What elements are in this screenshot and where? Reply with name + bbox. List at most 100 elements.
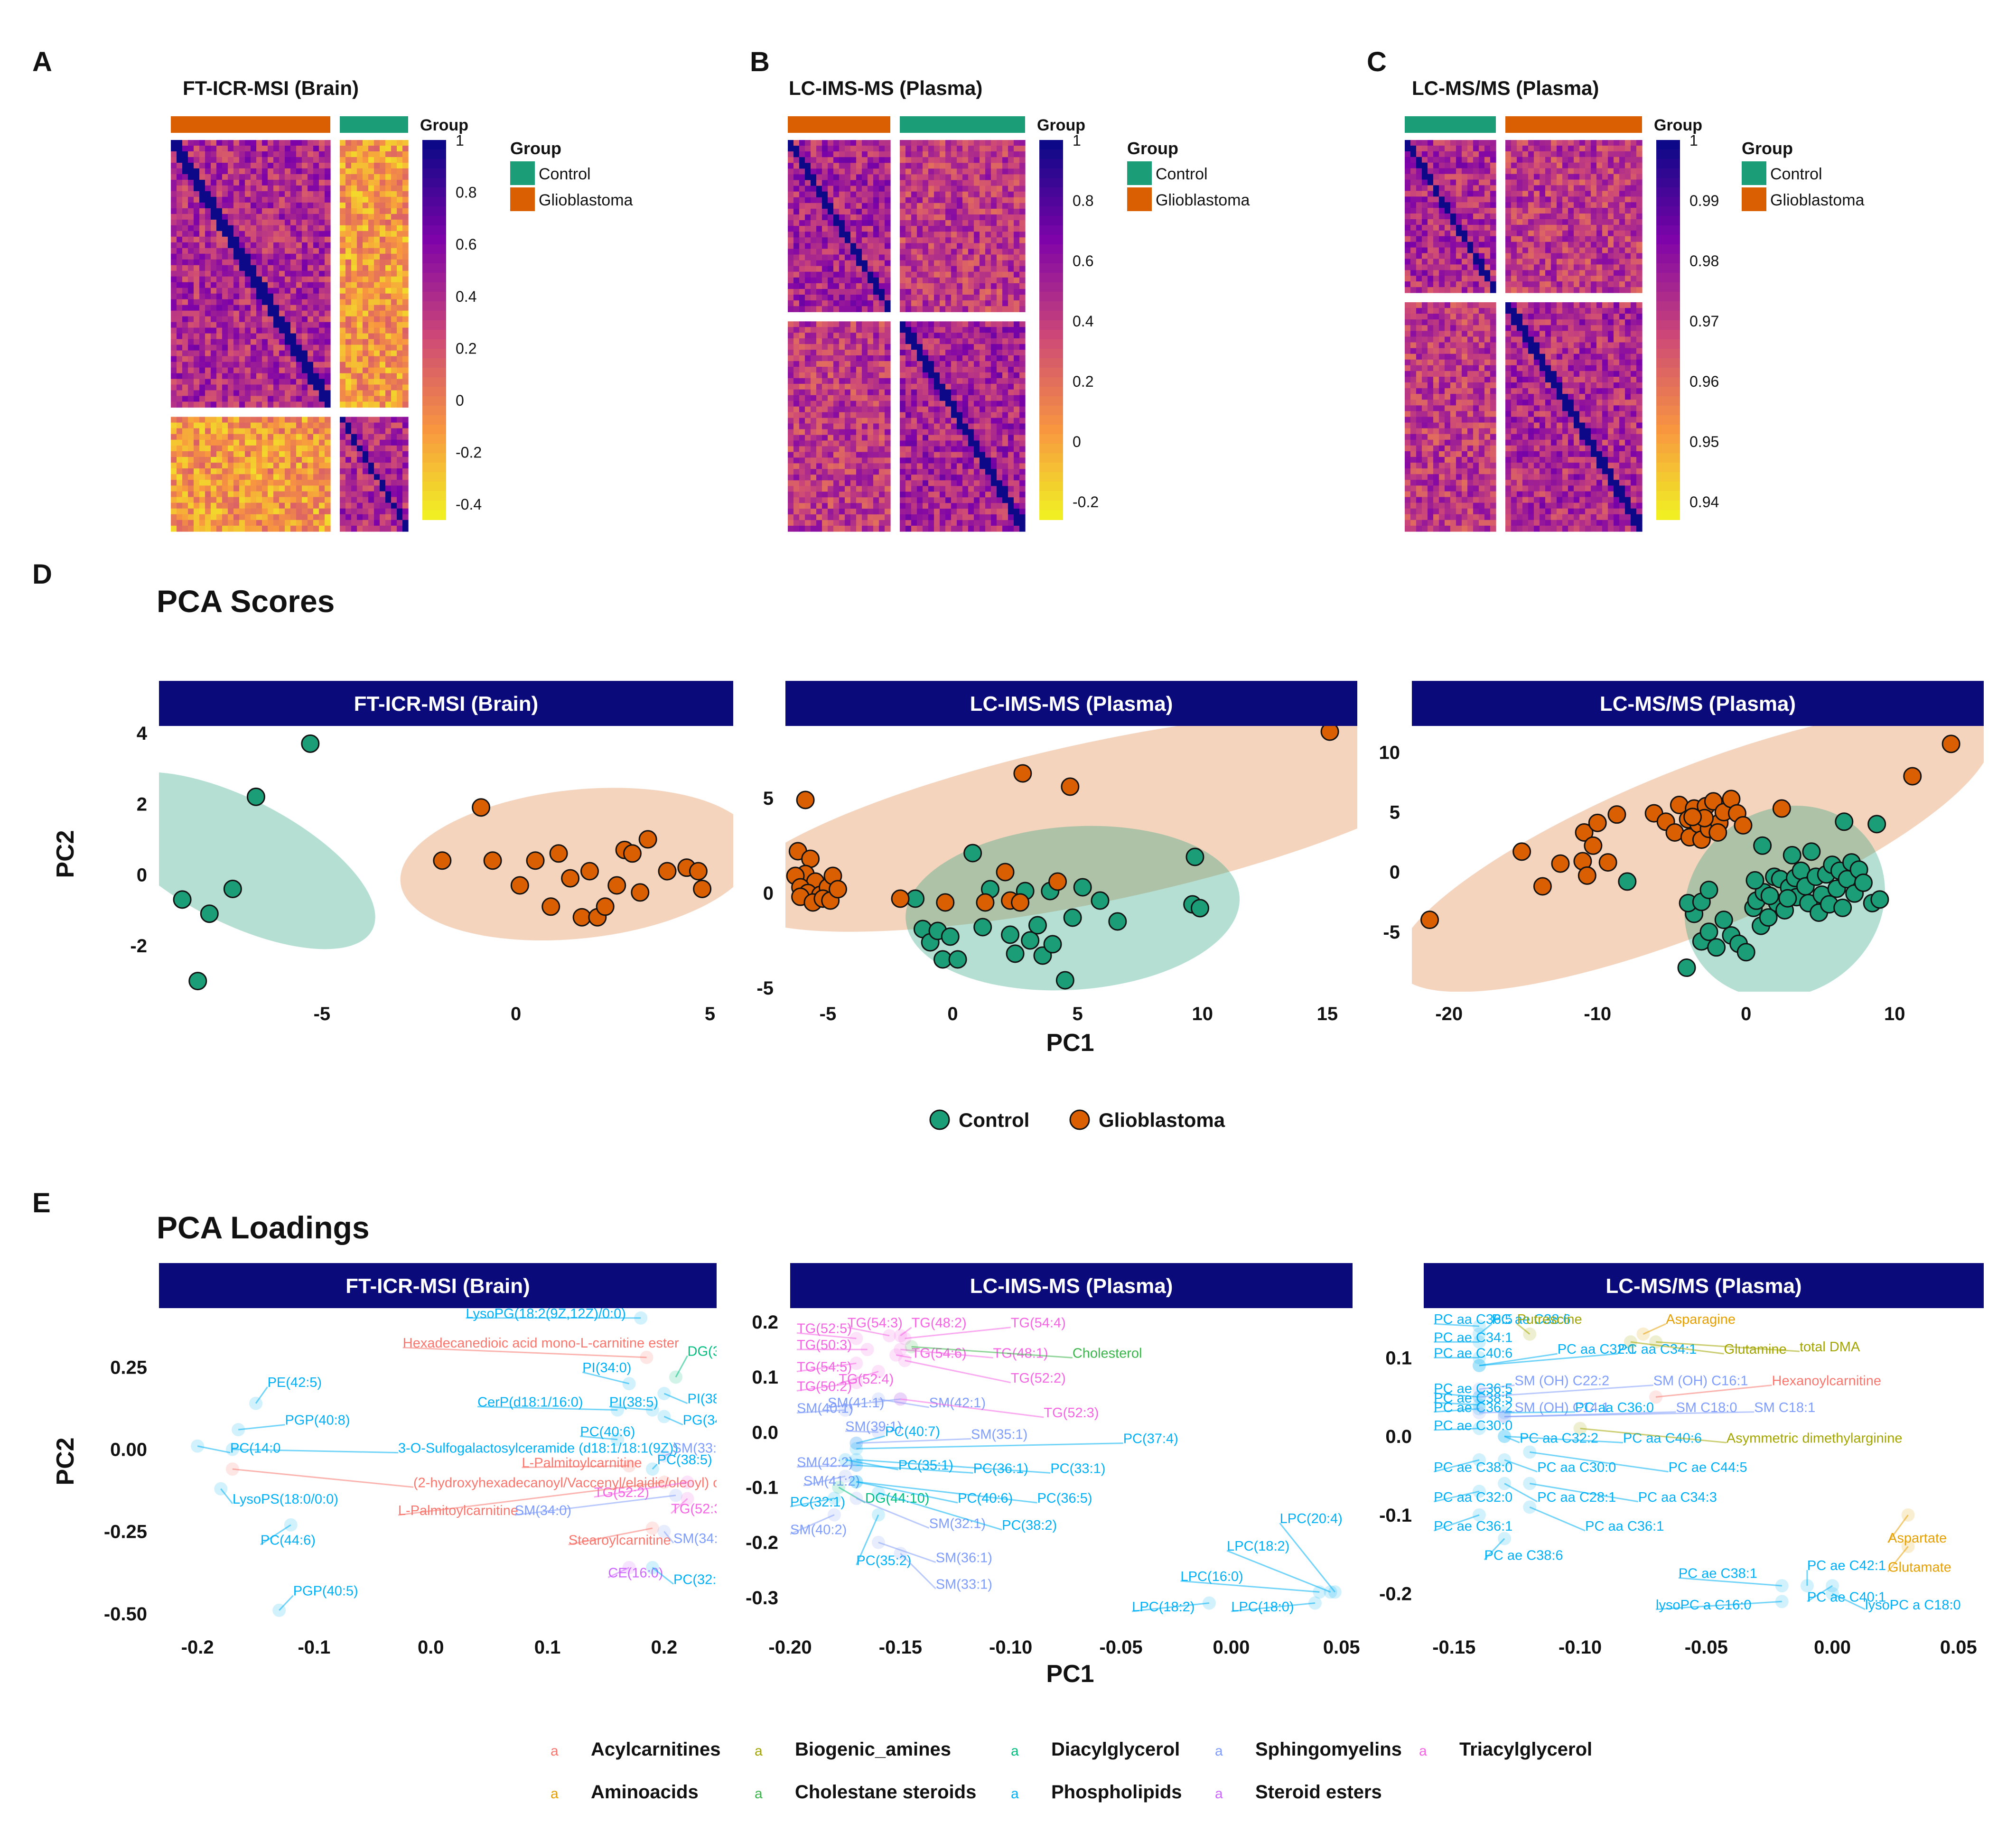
heatmap-cell xyxy=(345,451,352,457)
heatmap-cell xyxy=(980,237,986,243)
heatmap-cell xyxy=(905,237,912,243)
heatmap-cell xyxy=(856,486,862,492)
heatmap-cell xyxy=(380,350,386,357)
heatmap-cell xyxy=(251,390,257,397)
heatmap-cell xyxy=(985,300,991,307)
heatmap-cell xyxy=(862,361,868,367)
heatmap-cell xyxy=(188,362,194,368)
heatmap-cell xyxy=(900,249,906,255)
heatmap-cell xyxy=(357,231,363,237)
heatmap-cell xyxy=(868,321,874,327)
heatmap-cell xyxy=(793,497,800,503)
heatmap-cell xyxy=(325,491,331,498)
heatmap-cell xyxy=(325,157,331,163)
heatmap-cell xyxy=(239,248,245,254)
heatmap-cell xyxy=(256,157,262,163)
heatmap-cell xyxy=(833,333,840,339)
heatmap-cell xyxy=(222,231,228,237)
colorbar-segment xyxy=(422,425,446,435)
heatmap-cell xyxy=(805,400,811,407)
heatmap-cell xyxy=(928,208,934,215)
heatmap-cell xyxy=(805,526,811,532)
heatmap-cell xyxy=(171,502,177,509)
heatmap-cell xyxy=(171,525,177,532)
heatmap-cell xyxy=(985,208,991,215)
heatmap-cell xyxy=(816,214,822,221)
heatmap-cell xyxy=(805,237,811,243)
heatmap-cell xyxy=(194,491,200,498)
heatmap-cell xyxy=(205,242,211,249)
heatmap-cell xyxy=(856,429,862,436)
heatmap-cell xyxy=(290,225,297,232)
heatmap-cell xyxy=(171,390,177,397)
heatmap-cell xyxy=(879,146,885,152)
heatmap-cell xyxy=(900,361,906,367)
heatmap-cell xyxy=(340,485,346,492)
panel-label-C: C xyxy=(1367,46,1387,77)
heatmap-cell xyxy=(905,418,912,424)
heatmap-cell xyxy=(885,355,891,362)
heatmap-cell xyxy=(188,508,194,515)
heatmap-cell xyxy=(262,367,268,374)
heatmap-cell xyxy=(839,474,845,481)
heatmap-cell xyxy=(351,231,357,237)
heatmap-cell xyxy=(194,316,200,323)
heatmap-cell xyxy=(368,253,374,260)
heatmap-cell xyxy=(340,508,346,515)
heatmap-cell xyxy=(968,249,974,255)
heatmap-cell xyxy=(816,372,822,379)
heatmap-cell xyxy=(319,248,325,254)
heatmap-cell xyxy=(239,242,245,249)
heatmap-cell xyxy=(313,491,319,498)
heatmap-cell xyxy=(194,468,200,474)
heatmap-cell xyxy=(928,338,934,344)
heatmap-cell xyxy=(839,355,845,362)
heatmap-cell xyxy=(363,514,369,521)
heatmap-cell xyxy=(285,236,291,243)
heatmap-cell xyxy=(885,180,891,186)
heatmap-cell xyxy=(308,242,314,249)
heatmap-cell xyxy=(917,283,923,289)
heatmap-cell xyxy=(940,191,946,198)
heatmap-cell xyxy=(268,428,274,435)
heatmap-cell xyxy=(793,140,800,146)
heatmap-cell xyxy=(917,232,923,238)
heatmap-cell xyxy=(873,208,879,215)
heatmap-cell xyxy=(962,140,969,146)
heatmap-cell xyxy=(239,208,245,214)
heatmap-cell xyxy=(951,457,957,464)
heatmap-cell xyxy=(380,445,386,452)
heatmap-cell xyxy=(850,197,857,204)
heatmap-cell xyxy=(391,191,397,197)
heatmap-cell xyxy=(228,202,234,209)
heatmap-cell xyxy=(319,288,325,294)
heatmap-cell xyxy=(319,305,325,311)
heatmap-cell xyxy=(816,168,822,175)
heatmap-cell xyxy=(313,434,319,440)
heatmap-cell xyxy=(928,406,934,413)
heatmap-cell xyxy=(308,497,314,503)
heatmap-cell xyxy=(985,243,991,250)
heatmap-cell xyxy=(828,418,834,424)
heatmap-cell xyxy=(296,236,302,243)
heatmap-cell xyxy=(363,520,369,526)
colorbar-segment xyxy=(422,368,446,378)
heatmap-cell xyxy=(211,168,217,175)
heatmap-cell xyxy=(222,356,228,363)
heatmap-cell xyxy=(928,186,934,192)
heatmap-cell xyxy=(351,417,357,423)
heatmap-cell xyxy=(182,480,188,486)
heatmap-cell xyxy=(845,321,851,327)
heatmap-cell xyxy=(856,344,862,350)
heatmap-cell xyxy=(911,520,917,526)
heatmap-cell xyxy=(945,526,952,532)
heatmap-cell xyxy=(216,299,223,306)
heatmap-cell xyxy=(951,378,957,384)
heatmap-cell xyxy=(850,452,857,458)
heatmap-cell xyxy=(357,390,363,397)
heatmap-cell xyxy=(856,140,862,146)
heatmap-cell xyxy=(171,485,177,492)
heatmap-cell xyxy=(319,168,325,175)
heatmap-cell xyxy=(928,418,934,424)
